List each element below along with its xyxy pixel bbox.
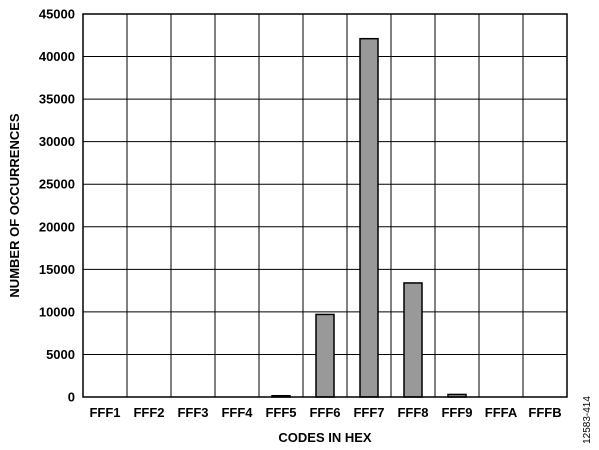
x-tick-label: FFF4 — [221, 405, 253, 420]
y-tick-label: 10000 — [39, 304, 75, 319]
x-tick-label: FFF2 — [133, 405, 164, 420]
y-tick-label: 30000 — [39, 134, 75, 149]
x-tick-label: FFF8 — [397, 405, 428, 420]
y-tick-label: 40000 — [39, 49, 75, 64]
x-tick-label: FFF7 — [353, 405, 384, 420]
x-tick-label: FFF6 — [309, 405, 340, 420]
y-tick-label: 15000 — [39, 262, 75, 277]
y-tick-label: 45000 — [39, 7, 75, 22]
y-tick-label: 5000 — [46, 347, 75, 362]
x-tick-label: FFF9 — [441, 405, 472, 420]
y-tick-label: 20000 — [39, 219, 75, 234]
y-tick-labels: 0 5000 10000 15000 20000 25000 30000 35000 40000… — [39, 7, 75, 405]
bars — [271, 37, 467, 398]
bar-fff7 — [359, 37, 379, 398]
y-tick-label: 25000 — [39, 177, 75, 192]
x-tick-label: FFF3 — [177, 405, 208, 420]
y-tick-label: 0 — [68, 390, 75, 405]
x-tick-label: FFF1 — [89, 405, 120, 420]
x-tick-label: FFFB — [528, 405, 561, 420]
y-axis-label: NUMBER OF OCCURRENCES — [7, 113, 22, 298]
x-tick-labels: FFF1 FFF2 FFF3 FFF4 FFF5 FFF6 FFF7 FFF8 FFF9 FFFA… — [89, 405, 561, 420]
bar-fff8 — [403, 282, 423, 398]
y-tick-label: 35000 — [39, 92, 75, 107]
x-tick-label: FFF5 — [265, 405, 296, 420]
figure-id: 12583-414 — [582, 396, 593, 444]
x-tick-label: FFFA — [485, 405, 518, 420]
grid-lines — [83, 14, 567, 397]
plot-frame — [82, 13, 568, 398]
x-axis-label: CODES IN HEX — [278, 430, 372, 445]
bar-fff6 — [315, 313, 335, 398]
